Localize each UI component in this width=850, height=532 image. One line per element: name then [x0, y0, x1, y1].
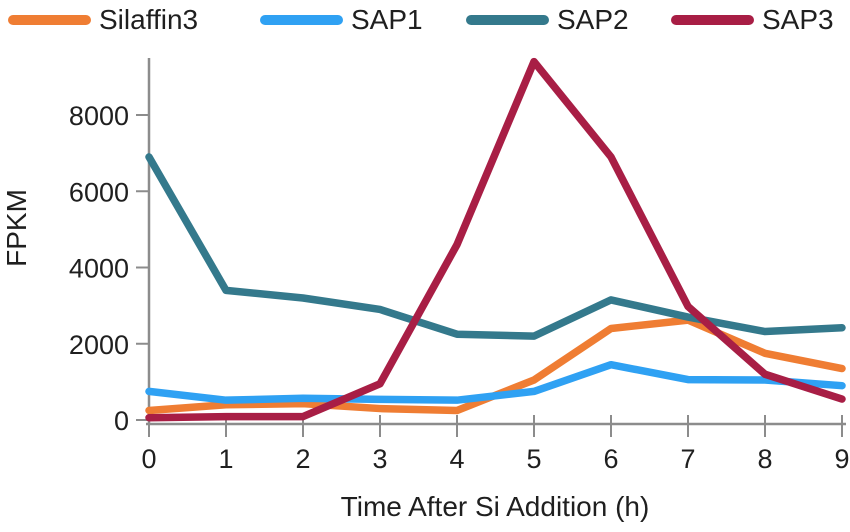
x-tick-label: 6	[603, 444, 618, 474]
y-tick-label: 8000	[69, 101, 129, 131]
legend-item-sap3: SAP3	[671, 0, 834, 40]
x-tick-label: 4	[449, 444, 464, 474]
series-line-sap1	[145, 360, 846, 404]
legend-label-sap3: SAP3	[762, 4, 834, 35]
x-tick-label: 0	[141, 444, 156, 474]
x-tick-label: 3	[372, 444, 387, 474]
legend-label-silaffin3: Silaffin3	[99, 4, 199, 35]
x-tick-label: 5	[526, 444, 541, 474]
x-tick-label: 2	[295, 444, 310, 474]
y-tick-label: 4000	[69, 254, 129, 284]
x-axis-title: Time After Si Addition (h)	[340, 491, 650, 522]
x-tick-label: 1	[218, 444, 233, 474]
legend: Silaffin3 SAP1 SAP2 SAP3	[0, 0, 850, 42]
legend-item-silaffin3: Silaffin3	[8, 0, 198, 40]
legend-swatch-sap1	[260, 15, 343, 25]
legend-item-sap1: SAP1	[260, 0, 423, 40]
legend-item-sap2: SAP2	[466, 0, 629, 40]
y-tick-label: 2000	[69, 330, 129, 360]
legend-swatch-sap3	[671, 15, 754, 25]
y-tick-label: 6000	[69, 177, 129, 207]
x-tick-label: 9	[834, 444, 849, 474]
series-line-sap2	[145, 153, 846, 340]
legend-swatch-sap2	[466, 15, 549, 25]
legend-label-sap1: SAP1	[351, 4, 423, 35]
series-line-sap3	[145, 57, 846, 422]
x-tick-label: 8	[757, 444, 772, 474]
y-tick-label: 0	[114, 406, 129, 436]
x-tick-label: 7	[680, 444, 695, 474]
legend-label-sap2: SAP2	[557, 4, 629, 35]
y-axis-title: FPKM	[1, 189, 32, 267]
legend-swatch-silaffin3	[8, 15, 91, 25]
